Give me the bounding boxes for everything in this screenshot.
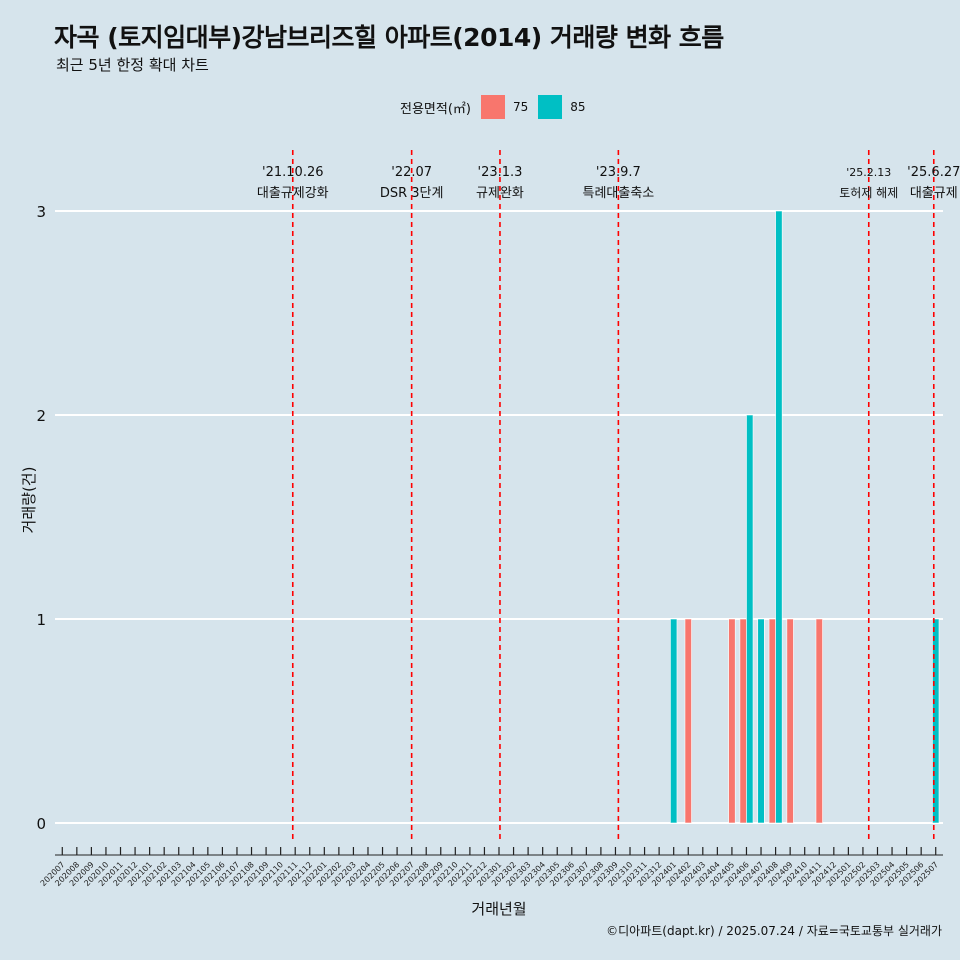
chart-subtitle: 최근 5년 한정 확대 차트 [56, 56, 209, 74]
event-name-label: 토허제 해제 [839, 186, 898, 200]
bar-75-202402 [684, 618, 692, 824]
y-tick-label: 0 [36, 815, 46, 833]
event-date-label: '22.07 [391, 165, 432, 180]
bar-75-202406 [739, 618, 747, 824]
source-caption: ©디아파트(dapt.kr) / 2025.07.24 / 자료=국토교통부 실… [606, 924, 942, 938]
event-date-label: '25.6.27 [907, 165, 960, 180]
legend: 전용면적(㎡) 75 85 [400, 94, 596, 120]
event-date-label: '25.2.13 [846, 166, 891, 179]
bar-75-202405 [728, 618, 736, 824]
x-axis-title: 거래년월 [471, 900, 526, 918]
legend-title: 전용면적(㎡) [400, 101, 471, 117]
event-name-label: 대출규제강화 [257, 186, 329, 201]
bar-85-202407 [757, 618, 765, 824]
bar-75-202411 [815, 618, 823, 824]
event-date-label: '23.1.3 [478, 165, 523, 180]
event-date-label: '21.10.26 [262, 165, 323, 180]
bar-85-202406 [746, 414, 754, 824]
legend-swatch-85 [538, 95, 563, 119]
y-tick-label: 2 [36, 407, 46, 425]
chart-title: 자곡 (토지임대부)강남브리즈힐 아파트(2014) 거래량 변화 흐름 [54, 23, 724, 52]
bar-85-202408 [775, 210, 783, 824]
y-tick-label: 1 [36, 611, 46, 629]
bar-85-202507 [932, 618, 940, 824]
legend-label-75: 75 [512, 100, 529, 114]
event-date-label: '23.9.7 [596, 165, 641, 180]
event-name-label: 규제완화 [476, 186, 524, 201]
legend-swatch-75 [480, 95, 505, 119]
bar-85-202401 [670, 618, 678, 824]
y-tick-label: 3 [36, 203, 46, 221]
y-axis-title: 거래량(건) [20, 467, 38, 534]
bar-75-202409 [786, 618, 794, 824]
event-name-label: DSR 3단계 [380, 186, 444, 201]
legend-label-85: 85 [570, 100, 586, 114]
bar-75-202408 [768, 618, 776, 824]
event-name-label: 특례대출축소 [582, 186, 654, 201]
event-name-label: 대출규제 [910, 186, 958, 201]
